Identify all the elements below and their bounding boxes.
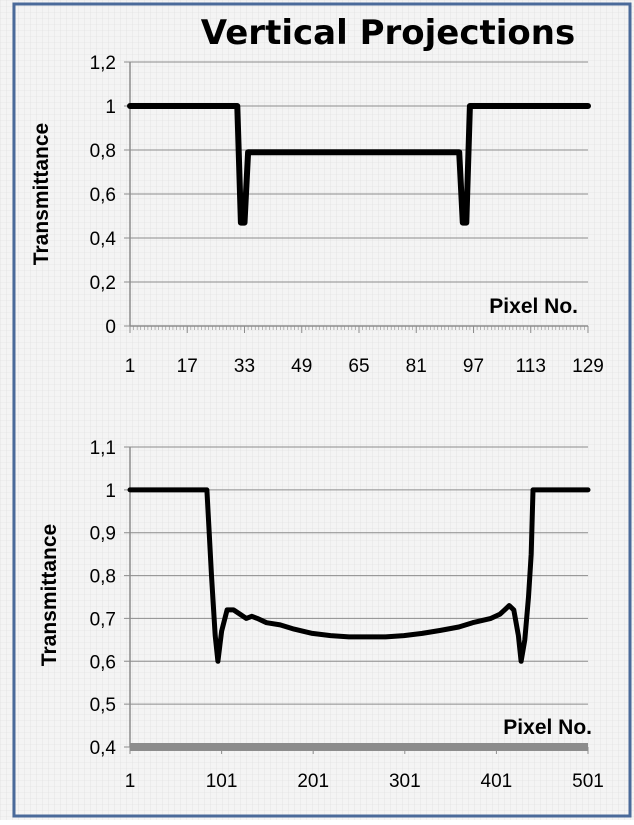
x-tick-label: 1: [125, 771, 136, 792]
y-tick-label: 1,2: [90, 53, 116, 74]
baseline-band: [130, 743, 588, 751]
y-tick-label: 1: [105, 481, 116, 502]
x-tick-label: 49: [291, 356, 312, 377]
x-tick-label: 17: [177, 356, 198, 377]
x-tick-label: 101: [206, 771, 238, 792]
x-tick-label: 81: [406, 356, 427, 377]
y-tick-label: 0,2: [90, 273, 116, 294]
y-tick-label: 0,5: [90, 695, 116, 716]
y-tick-label: 0,7: [90, 609, 116, 630]
y-tick-label: 0: [105, 317, 116, 338]
y-axis-label: Transmittance: [38, 524, 61, 666]
figure-title: Vertical Projections: [201, 13, 575, 53]
series-line: [127, 487, 591, 664]
x-tick-label: 65: [348, 356, 369, 377]
y-tick-label: 1,1: [90, 438, 116, 459]
y-tick-label: 0,8: [90, 141, 116, 162]
x-tick-label: 1: [125, 356, 136, 377]
x-tick-label: 129: [572, 356, 604, 377]
x-tick-label: 113: [516, 356, 546, 377]
x-tick-label: 301: [389, 771, 421, 792]
y-tick-label: 1: [105, 97, 116, 118]
y-tick-label: 0,6: [90, 185, 116, 206]
x-tick-label: 33: [234, 356, 255, 377]
series-line: [127, 103, 591, 226]
chart-bottom: 0,4 0,5 0,6 0,7 0,8 0,9 1 1,1 1 101 201 301 401 501 Tr…: [38, 438, 604, 792]
x-axis-label: Pixel No.: [489, 295, 578, 318]
x-tick-label: 97: [463, 356, 484, 377]
x-tick-label: 501: [572, 771, 604, 792]
y-tick-label: 0,9: [90, 524, 116, 545]
x-axis-label: Pixel No.: [503, 716, 592, 739]
y-tick-label: 0,8: [90, 567, 116, 588]
y-tick-label: 0,4: [90, 229, 117, 250]
x-tick-label: 401: [481, 771, 513, 792]
y-axis-label: Transmittance: [30, 123, 53, 265]
x-tick-label: 201: [297, 771, 329, 792]
y-tick-label: 0,4: [90, 738, 117, 759]
y-tick-label: 0,6: [90, 652, 116, 673]
chart-top: 0 0,2 0,4 0,6 0,8 1 1,2 1 17 33 49 65 81 97 113 129 Tran…: [30, 53, 604, 377]
figure-border: [12, 2, 632, 818]
